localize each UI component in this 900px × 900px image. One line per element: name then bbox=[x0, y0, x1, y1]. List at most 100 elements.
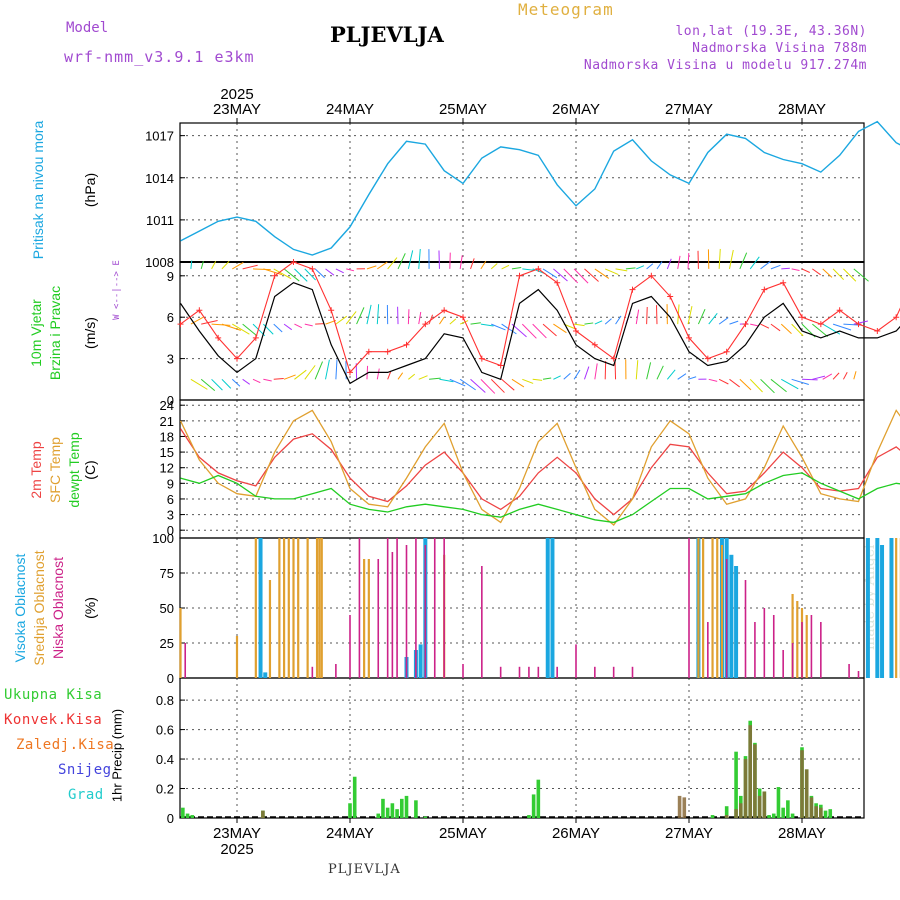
wind-gust-marker bbox=[516, 272, 523, 279]
cloud-low-bar bbox=[575, 644, 577, 678]
cloud-low-bar bbox=[688, 538, 690, 678]
wind-arrow bbox=[635, 309, 640, 325]
wind-arrow bbox=[522, 268, 534, 271]
day-label-top: 23MAY bbox=[213, 101, 261, 118]
wind-arrow bbox=[553, 375, 561, 380]
wind-arrow bbox=[294, 323, 303, 329]
wind-gust-marker bbox=[252, 334, 259, 341]
wind-arrow bbox=[791, 268, 800, 271]
wind-arrow bbox=[314, 361, 323, 380]
wind-arrow bbox=[418, 248, 421, 269]
wind-arrow bbox=[407, 309, 410, 325]
precip-total-bar bbox=[790, 813, 795, 818]
wind-gust-marker bbox=[478, 355, 485, 362]
wind-gust-marker bbox=[629, 286, 636, 293]
cloud-mid-bar bbox=[697, 538, 700, 678]
wind-arrow bbox=[211, 378, 223, 391]
cloud-low-bar bbox=[772, 615, 775, 678]
cloud-low-bar bbox=[481, 566, 483, 678]
cloud-low-bar bbox=[782, 650, 784, 678]
precip-conv-bar bbox=[753, 744, 757, 818]
wind-arrow bbox=[770, 378, 787, 393]
wind-arrow bbox=[718, 378, 729, 385]
wind-arrow bbox=[646, 263, 654, 270]
precip-total-bar bbox=[786, 800, 790, 818]
wind-arrow bbox=[573, 268, 589, 284]
wind-arrow bbox=[739, 252, 748, 270]
wind-arrow bbox=[470, 258, 475, 270]
wind-arrow bbox=[832, 268, 844, 281]
wind-arrow bbox=[221, 323, 241, 331]
wind-arrow bbox=[377, 261, 388, 270]
cloud-mid-bar bbox=[367, 559, 370, 678]
model-value: wrf-nmm_v3.9.1 e3km bbox=[64, 48, 255, 66]
pressure-line bbox=[180, 120, 900, 256]
wind-arrow bbox=[397, 253, 406, 270]
y-tick-label: 9 bbox=[167, 476, 174, 491]
wind-arrow bbox=[770, 264, 781, 270]
wind-arrow bbox=[812, 323, 828, 338]
wind-arrow bbox=[501, 323, 517, 335]
precip-conv-bar bbox=[814, 806, 818, 818]
y-tick-label: 50 bbox=[160, 601, 174, 616]
wind-arrow bbox=[449, 378, 466, 387]
precip-total-bar bbox=[181, 807, 185, 818]
altitude-label: Nadmorska Visina 788m bbox=[692, 41, 867, 56]
wind-gust-marker bbox=[290, 259, 297, 265]
panel-frame bbox=[179, 261, 865, 401]
wind-arrow bbox=[283, 374, 296, 380]
wind-arrow bbox=[615, 268, 628, 272]
precip-total-bar bbox=[771, 813, 776, 818]
cloud-high-bar bbox=[889, 538, 894, 678]
y-tick-label: 0 bbox=[167, 811, 174, 826]
wind-arrow bbox=[521, 323, 537, 339]
wind-arrow bbox=[594, 268, 610, 279]
y-tick-label: 3 bbox=[167, 352, 174, 367]
cloud-low-bar bbox=[443, 538, 445, 678]
wind-arrow bbox=[739, 378, 752, 391]
wind-arrow bbox=[376, 304, 380, 325]
cloud-high-bar bbox=[875, 538, 880, 678]
wind-arrow bbox=[511, 266, 522, 270]
y-tick-label: 3 bbox=[167, 508, 174, 523]
cloud-mid-bar bbox=[805, 615, 808, 678]
precip-total-bar bbox=[423, 816, 428, 818]
wind-arrow bbox=[439, 378, 454, 383]
day-label-bottom: 27MAY bbox=[665, 825, 713, 842]
wind-arrow bbox=[418, 375, 428, 380]
day-label-top: 28MAY bbox=[778, 101, 826, 118]
cloud-low-bar bbox=[499, 666, 502, 678]
wind-gust-marker bbox=[836, 307, 843, 314]
wind-arrow bbox=[563, 268, 579, 284]
wind-arrow bbox=[853, 320, 869, 325]
wind-gust-marker bbox=[365, 348, 372, 355]
wind-arrow bbox=[242, 323, 258, 337]
wind-gust-marker bbox=[535, 265, 542, 272]
wind-arrow bbox=[283, 268, 300, 282]
panel-frame bbox=[179, 677, 865, 819]
wind-arrow bbox=[729, 378, 740, 388]
cloud-low-bar bbox=[556, 666, 558, 678]
cloud-low-bar bbox=[848, 664, 850, 678]
precip-total-bar bbox=[710, 815, 715, 818]
y-tick-label: 100 bbox=[152, 531, 174, 546]
wind-arrow bbox=[273, 268, 292, 280]
panel-frame bbox=[179, 122, 865, 263]
wind-gust-marker bbox=[441, 307, 448, 314]
wind-arrow bbox=[232, 261, 244, 270]
precip-conv-bar bbox=[743, 759, 748, 818]
year-bottom: 2025 bbox=[220, 841, 253, 858]
wind-gust-marker bbox=[177, 321, 184, 328]
wind-arrow bbox=[532, 323, 547, 339]
temp-sfc-line bbox=[179, 409, 900, 526]
wind-gust-marker bbox=[704, 355, 711, 362]
wind-arrow bbox=[346, 268, 355, 272]
precip-total-bar bbox=[190, 815, 195, 818]
wind-arrow bbox=[532, 378, 543, 381]
cloud-mid-bar bbox=[711, 538, 714, 678]
wind-gust-marker bbox=[799, 314, 805, 321]
cloud-low-bar bbox=[433, 538, 436, 678]
wind-arrow bbox=[335, 268, 344, 274]
wind-arrow bbox=[760, 378, 775, 394]
wind-arrow bbox=[242, 264, 258, 270]
